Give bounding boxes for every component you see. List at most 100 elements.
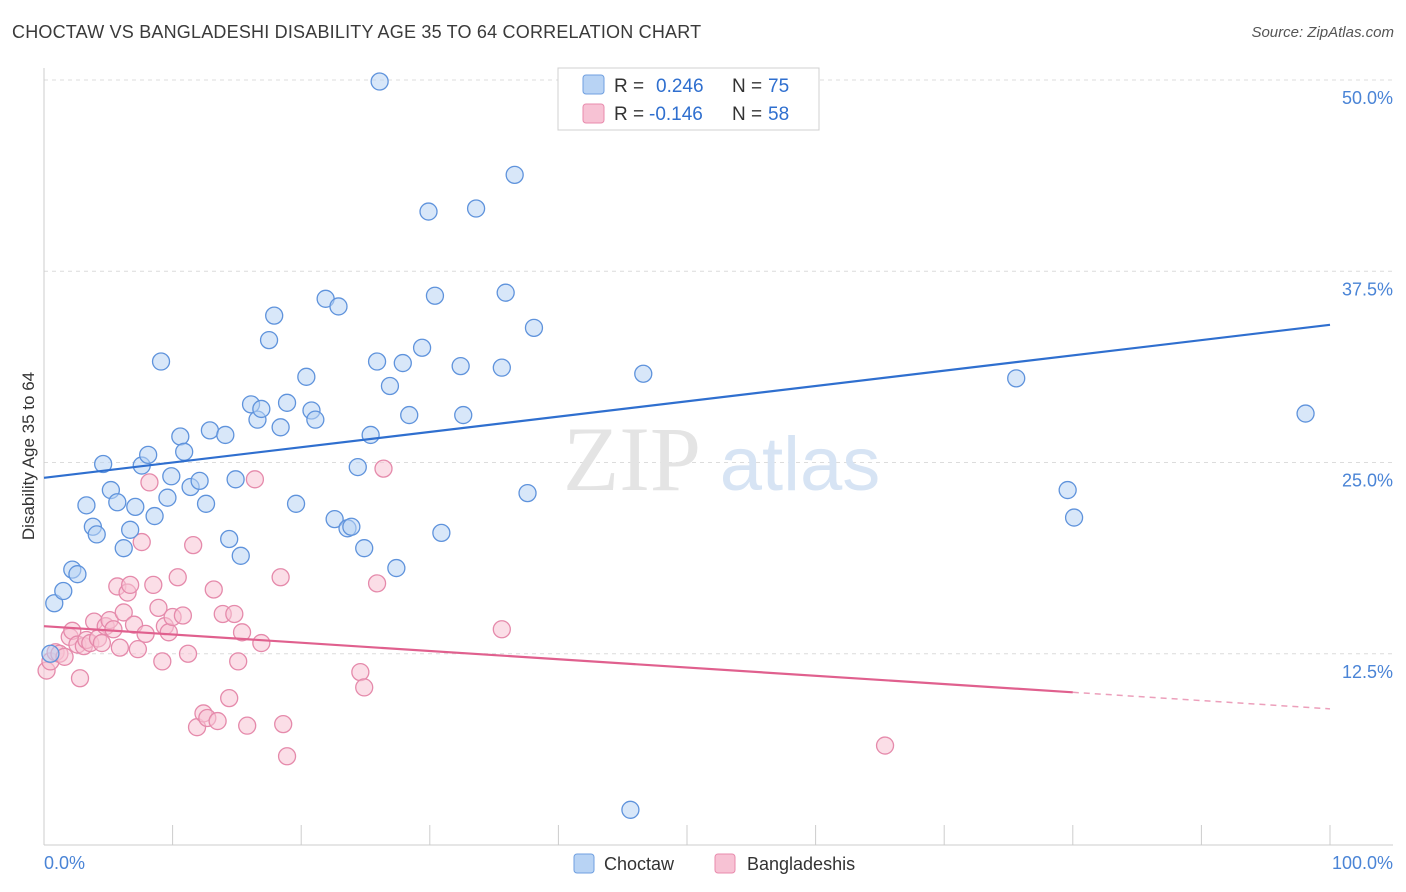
choctaw-point	[492, 358, 511, 377]
bangladeshi-point	[184, 535, 203, 555]
bangladeshi-point	[168, 568, 187, 587]
choctaw-point	[216, 425, 235, 445]
legend-swatch-bangladeshi	[582, 103, 605, 124]
choctaw-point	[139, 445, 158, 465]
bangladeshi-point	[70, 669, 90, 688]
x-tick-label-max: 100.0%	[1332, 853, 1393, 873]
choctaw-point	[126, 497, 145, 517]
x-tick-label-min: 0.0%	[44, 853, 85, 873]
choctaw-point	[45, 594, 64, 613]
series-legend: Choctaw Bangladeshis	[573, 853, 855, 874]
choctaw-point	[419, 202, 438, 221]
choctaw-point	[1007, 369, 1026, 388]
bangladeshi-point	[274, 714, 293, 734]
choctaw-point	[231, 546, 250, 565]
bangladeshi-point	[238, 716, 257, 735]
bangladeshi-point	[351, 662, 370, 682]
choctaw-point	[54, 581, 73, 601]
choctaw-point	[634, 364, 653, 383]
y-tick-label: 50.0%	[1342, 88, 1393, 108]
bangladeshi-point	[229, 652, 248, 671]
choctaw-point	[325, 509, 344, 529]
choctaw-point	[77, 496, 96, 515]
y-tick-label: 37.5%	[1342, 279, 1393, 299]
choctaw-point	[1058, 480, 1077, 500]
choctaw-point	[171, 427, 190, 446]
choctaw-point	[451, 356, 470, 376]
choctaw-point	[1296, 404, 1315, 423]
bottom-legend-swatch-choctaw	[573, 853, 595, 874]
choctaw-point	[226, 470, 245, 489]
choctaw-point	[387, 558, 406, 578]
legend-n-label-1: N =	[732, 76, 762, 97]
bangladeshi-point	[875, 736, 895, 755]
bangladeshi-point	[355, 678, 374, 697]
watermark: ZIP atlas	[563, 408, 880, 510]
y-tick-label: 12.5%	[1342, 662, 1393, 682]
bangladeshi-point	[128, 640, 148, 659]
y-tick-label: 25.0%	[1342, 471, 1393, 491]
choctaw-point	[524, 318, 544, 338]
choctaw-point	[87, 525, 106, 544]
bangladeshi-point	[271, 568, 290, 587]
watermark-atlas: atlas	[720, 422, 881, 507]
choctaw-point	[342, 517, 361, 536]
bangladeshi-point	[121, 575, 140, 595]
legend-r-value-2: -0.146	[649, 104, 703, 125]
bangladeshi-point	[92, 633, 112, 653]
legend-r-label-2: R =	[614, 104, 644, 125]
bangladeshi-point	[374, 459, 393, 478]
bangladeshi-point	[367, 574, 387, 593]
choctaw-point	[271, 418, 290, 437]
source-label: Source: ZipAtlas.com	[1251, 24, 1394, 41]
bottom-legend-choctaw: Choctaw	[604, 854, 675, 874]
choctaw-point	[158, 488, 177, 507]
bangladeshi-point	[252, 633, 271, 653]
correlation-legend: R = 0.246 N = 75 R = -0.146 N = 58	[557, 67, 820, 131]
watermark-zip: ZIP	[563, 408, 701, 510]
bangladeshi-point	[204, 580, 223, 599]
choctaw-point	[94, 454, 113, 474]
choctaw-point	[329, 297, 348, 316]
bangladeshi-point	[159, 623, 178, 642]
choctaw-point	[297, 367, 316, 386]
choctaw-point	[380, 376, 400, 396]
bottom-legend-bangladeshis: Bangladeshis	[747, 854, 855, 874]
bangladeshi-point	[144, 575, 163, 595]
chart-title: CHOCTAW VS BANGLADESHI DISABILITY AGE 35…	[12, 22, 702, 42]
choctaw-point	[1064, 508, 1084, 527]
bangladeshi-point	[110, 638, 130, 657]
legend-n-label-2: N =	[732, 104, 762, 125]
choctaw-point	[114, 539, 133, 558]
choctaw-point	[145, 506, 164, 526]
choctaw-point	[277, 393, 297, 412]
trend-lines	[43, 323, 1331, 710]
legend-swatch-choctaw	[582, 74, 605, 95]
bangladeshi-point	[153, 652, 172, 671]
axes: 12.5% 25.0% 37.5% 50.0%	[43, 68, 1393, 846]
choctaw-point	[400, 405, 419, 425]
y-axis-label: Disability Age 35 to 64	[19, 372, 38, 540]
choctaw-point	[361, 425, 380, 445]
bangladeshi-point	[114, 603, 133, 622]
choctaw-point	[265, 306, 284, 325]
bangladeshi-point	[277, 747, 297, 766]
choctaw-point	[412, 338, 432, 357]
bangladeshi-point	[208, 711, 227, 731]
choctaw-point	[425, 286, 445, 305]
legend-n-value-2: 58	[768, 104, 789, 125]
bangladeshi-trend	[43, 625, 1073, 694]
choctaw-point	[621, 800, 640, 819]
choctaw-point	[220, 529, 239, 549]
choctaw-point	[306, 410, 325, 429]
bangladeshi-point	[245, 470, 265, 489]
choctaw-point	[252, 399, 271, 419]
choctaw-point	[454, 405, 473, 425]
choctaw-point	[200, 421, 220, 440]
choctaw-point	[348, 457, 367, 477]
bangladeshi-point	[225, 604, 244, 624]
choctaw-point	[68, 565, 87, 584]
choctaw-point	[121, 520, 140, 539]
bangladeshi-trend-extension	[1072, 691, 1331, 710]
choctaw-point	[518, 483, 537, 503]
